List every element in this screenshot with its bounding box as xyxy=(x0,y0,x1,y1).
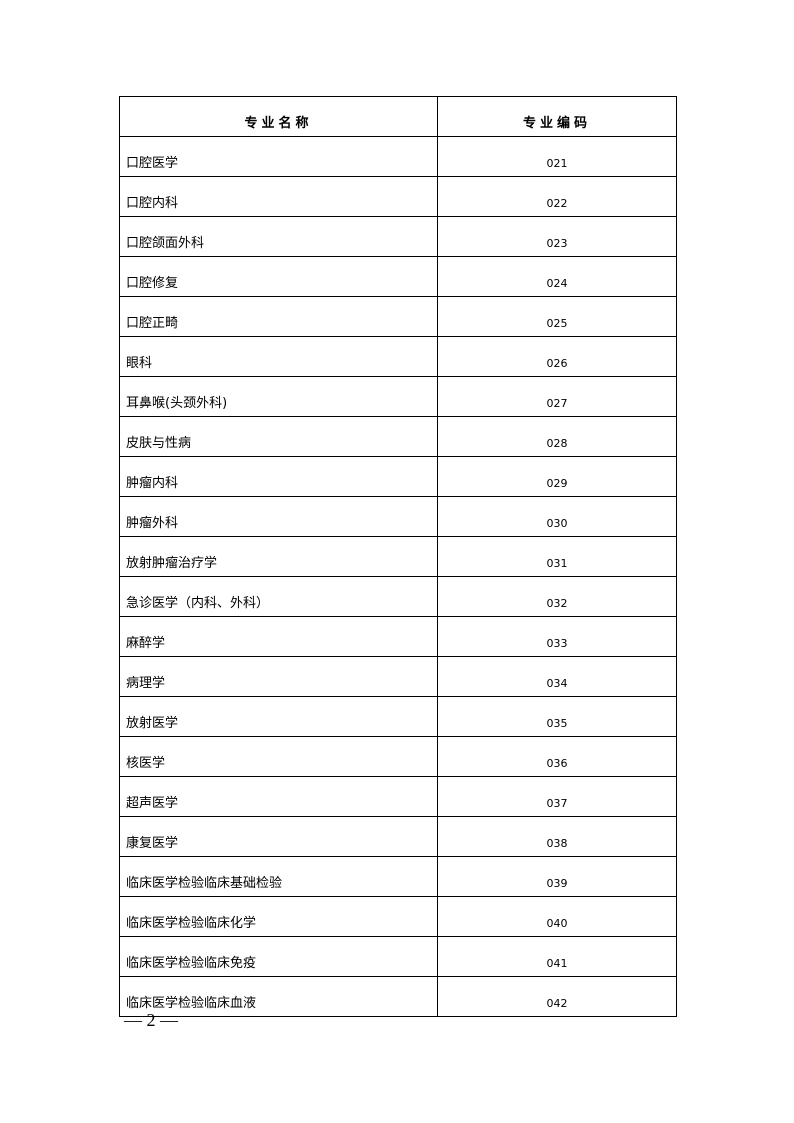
specialty-table: 专业名称 专业编码 口腔医学 021 口腔内科 022 口腔颌面外科 023 口腔修复 024… xyxy=(119,96,677,1017)
specialty-name: 放射肿瘤治疗学 xyxy=(119,536,438,577)
table-row: 麻醉学 033 xyxy=(119,616,677,657)
specialty-code: 027 xyxy=(437,376,677,417)
specialty-code: 022 xyxy=(437,176,677,217)
table-row: 临床医学检验临床免疫 041 xyxy=(119,936,677,977)
table-row: 口腔正畸 025 xyxy=(119,296,677,337)
specialty-code: 035 xyxy=(437,696,677,737)
specialty-code: 021 xyxy=(437,136,677,177)
specialty-name: 临床医学检验临床基础检验 xyxy=(119,856,438,897)
specialty-name: 临床医学检验临床血液 xyxy=(119,976,438,1017)
specialty-name: 口腔医学 xyxy=(119,136,438,177)
specialty-name: 肿瘤外科 xyxy=(119,496,438,537)
table-row: 口腔颌面外科 023 xyxy=(119,216,677,257)
specialty-name: 病理学 xyxy=(119,656,438,697)
table-row: 口腔内科 022 xyxy=(119,176,677,217)
specialty-code: 032 xyxy=(437,576,677,617)
specialty-name: 耳鼻喉(头颈外科) xyxy=(119,376,438,417)
specialty-code: 026 xyxy=(437,336,677,377)
table-row: 核医学 036 xyxy=(119,736,677,777)
table-row: 放射肿瘤治疗学 031 xyxy=(119,536,677,577)
table-row: 眼科 026 xyxy=(119,336,677,377)
specialty-name: 急诊医学（内科、外科） xyxy=(119,576,438,617)
specialty-code: 025 xyxy=(437,296,677,337)
specialty-code: 030 xyxy=(437,496,677,537)
specialty-name: 眼科 xyxy=(119,336,438,377)
specialty-code: 041 xyxy=(437,936,677,977)
specialty-code: 024 xyxy=(437,256,677,297)
specialty-code: 040 xyxy=(437,896,677,937)
specialty-name: 核医学 xyxy=(119,736,438,777)
header-specialty-code: 专业编码 xyxy=(437,96,677,137)
header-specialty-name: 专业名称 xyxy=(119,96,438,137)
specialty-code: 039 xyxy=(437,856,677,897)
table-row: 临床医学检验临床化学 040 xyxy=(119,896,677,937)
table-row: 肿瘤外科 030 xyxy=(119,496,677,537)
table-row: 口腔修复 024 xyxy=(119,256,677,297)
specialty-name: 超声医学 xyxy=(119,776,438,817)
specialty-name: 放射医学 xyxy=(119,696,438,737)
specialty-name: 麻醉学 xyxy=(119,616,438,657)
page-number: — 2 — xyxy=(124,1010,178,1030)
specialty-code: 031 xyxy=(437,536,677,577)
specialty-code: 033 xyxy=(437,616,677,657)
specialty-name: 口腔内科 xyxy=(119,176,438,217)
specialty-name: 康复医学 xyxy=(119,816,438,857)
table-row: 临床医学检验临床基础检验 039 xyxy=(119,856,677,897)
specialty-code: 036 xyxy=(437,736,677,777)
table-row: 超声医学 037 xyxy=(119,776,677,817)
specialty-name: 临床医学检验临床免疫 xyxy=(119,936,438,977)
specialty-code: 037 xyxy=(437,776,677,817)
specialty-code: 042 xyxy=(437,976,677,1017)
specialty-code: 038 xyxy=(437,816,677,857)
table-row: 放射医学 035 xyxy=(119,696,677,737)
table-row: 耳鼻喉(头颈外科) 027 xyxy=(119,376,677,417)
specialty-name: 临床医学检验临床化学 xyxy=(119,896,438,937)
table-row: 康复医学 038 xyxy=(119,816,677,857)
specialty-name: 肿瘤内科 xyxy=(119,456,438,497)
table-row: 临床医学检验临床血液 042 xyxy=(119,976,677,1017)
specialty-code: 034 xyxy=(437,656,677,697)
table-row: 病理学 034 xyxy=(119,656,677,697)
table-header-row: 专业名称 专业编码 xyxy=(119,96,677,137)
table-row: 急诊医学（内科、外科） 032 xyxy=(119,576,677,617)
specialty-name: 口腔修复 xyxy=(119,256,438,297)
specialty-code: 023 xyxy=(437,216,677,257)
specialty-name: 皮肤与性病 xyxy=(119,416,438,457)
specialty-name: 口腔正畸 xyxy=(119,296,438,337)
table-row: 皮肤与性病 028 xyxy=(119,416,677,457)
specialty-code: 028 xyxy=(437,416,677,457)
specialty-name: 口腔颌面外科 xyxy=(119,216,438,257)
specialty-code: 029 xyxy=(437,456,677,497)
table-row: 口腔医学 021 xyxy=(119,136,677,177)
table-row: 肿瘤内科 029 xyxy=(119,456,677,497)
